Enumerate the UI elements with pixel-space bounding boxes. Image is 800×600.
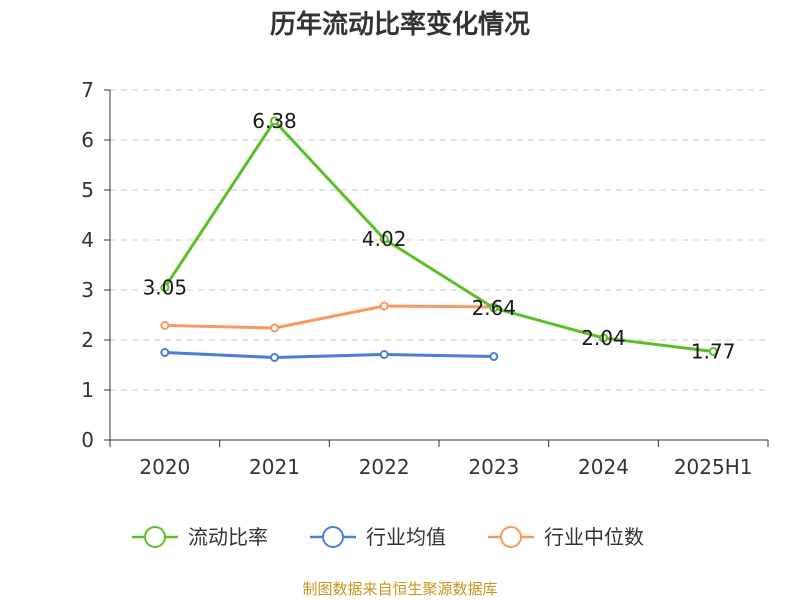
x-tick-label: 2025H1 [674,455,753,479]
legend-marker [500,526,522,548]
x-tick-label: 2022 [359,455,410,479]
series-group [160,116,718,362]
legend: 流动比率 行业均值 行业中位数 [132,525,644,549]
y-tick-label: 1 [81,378,94,402]
data-label: 4.02 [362,227,407,251]
y-tick-label: 3 [81,278,94,302]
data-point [270,116,279,126]
data-label: 2.64 [472,296,517,320]
series-line [164,351,494,359]
data-point [160,348,170,357]
data-point [708,347,718,356]
y-tick-label: 0 [81,428,94,452]
legend-marker [144,526,166,548]
legend-label: 行业中位数 [544,525,644,549]
y-tick-label: 6 [81,128,94,152]
data-point [270,353,279,362]
series-0 [160,116,718,356]
legend-marker [322,526,344,548]
x-tick-label: 2021 [249,455,300,479]
source-note: 制图数据来自恒生聚源数据库 [302,580,497,598]
series-2 [160,301,499,333]
data-point [379,234,389,244]
axes: 0 1 2 3 4 5 6 7 2020 2021 2022 2023 2024 2025H1 [81,78,769,479]
legend-label: 流动比率 [188,525,268,549]
legend-item-2: 行业中位数 [488,525,644,549]
data-point [489,303,499,313]
x-tick-label: 2023 [468,455,519,479]
data-label: 2.04 [581,326,626,350]
x-tick-label: 2020 [139,455,190,479]
series-line [163,119,714,353]
data-point [160,321,170,330]
series-line [164,304,494,330]
y-tick-label: 2 [81,328,94,352]
legend-item-0: 流动比率 [132,525,268,549]
data-point [599,333,608,343]
data-point [489,352,499,361]
data-label: 3.05 [143,276,188,300]
data-point [160,283,170,292]
y-tick-label: 4 [81,228,94,252]
y-tick-label: 7 [81,78,94,102]
data-point [379,350,389,359]
data-label: 1.77 [691,340,736,364]
y-tick-label: 5 [81,178,94,202]
legend-item-1: 行业均值 [310,525,446,549]
legend-label: 行业均值 [366,525,446,549]
data-point [270,323,279,333]
data-labels: 3.05 6.38 4.02 2.64 2.04 1.77 [143,109,736,364]
series-1 [160,348,499,362]
data-point [379,301,389,311]
x-tick-label: 2024 [578,455,629,479]
data-label: 6.38 [252,109,297,133]
chart-title: 历年流动比率变化情况 [270,9,530,40]
